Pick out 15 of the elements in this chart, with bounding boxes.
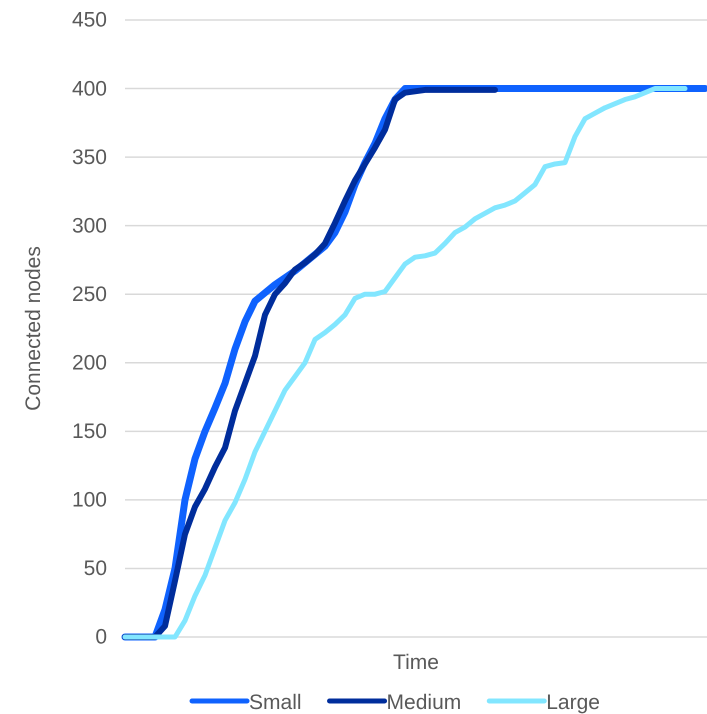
legend-label: Large — [546, 691, 600, 714]
y-tick-label: 150 — [72, 420, 107, 444]
y-tick-label: 50 — [84, 557, 107, 580]
legend-label: Small — [249, 691, 302, 714]
y-tick-label: 250 — [72, 282, 107, 306]
legend-label: Medium — [386, 691, 462, 714]
y-tick-label: 400 — [72, 77, 107, 100]
x-axis-title: Time — [393, 651, 439, 674]
y-tick-label: 300 — [72, 214, 107, 238]
y-tick-label: 200 — [72, 352, 107, 374]
y-tick-label: 450 — [72, 8, 107, 32]
y-tick-label: 350 — [72, 146, 107, 169]
y-tick-label: 0 — [95, 626, 107, 649]
y-axis-title: Connected nodes — [22, 246, 45, 411]
y-tick-label: 100 — [72, 488, 107, 512]
